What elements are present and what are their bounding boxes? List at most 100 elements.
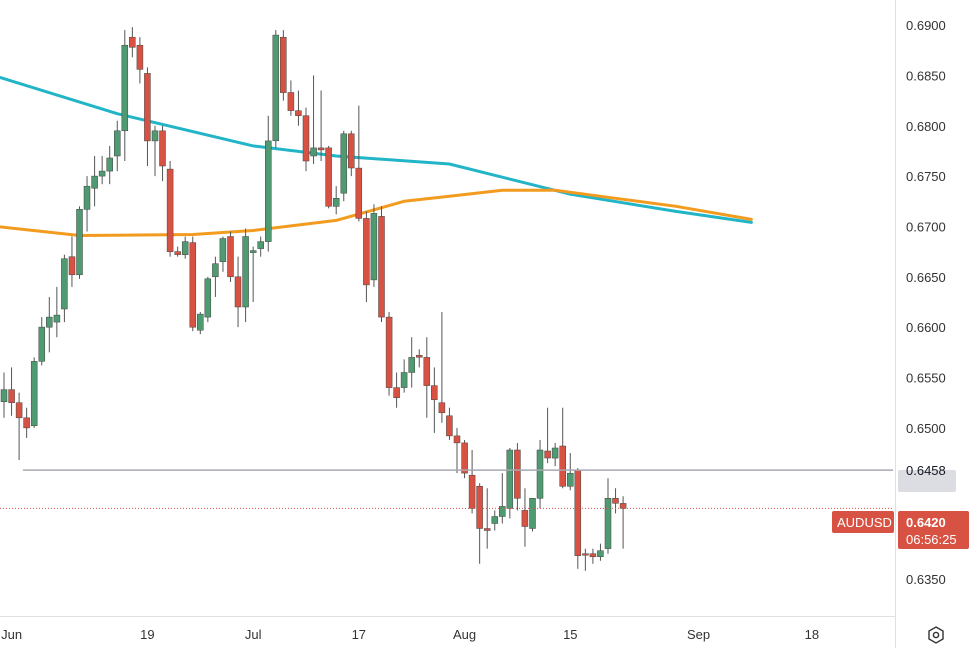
candle — [408, 337, 415, 388]
candle — [61, 254, 68, 323]
candle-body-up — [121, 44, 129, 132]
candle — [468, 449, 476, 514]
candle-body-down — [302, 115, 310, 162]
candle-body-up — [265, 140, 272, 242]
candle-body-up — [332, 198, 340, 207]
candle — [151, 125, 159, 177]
candle — [121, 30, 129, 162]
candle — [499, 473, 506, 524]
candle-body-down — [68, 256, 76, 276]
candle — [219, 236, 227, 272]
moving-average-orange — [0, 188, 753, 237]
candle — [83, 176, 91, 232]
y-tick-label: 0.6350 — [906, 572, 946, 587]
candle — [212, 256, 219, 297]
candle-body-down — [287, 92, 295, 111]
candle — [38, 317, 46, 366]
candle — [204, 276, 212, 323]
candle — [249, 246, 257, 302]
candle-body-up — [597, 550, 604, 557]
candle-body-up — [249, 250, 257, 253]
candle-body-up — [567, 472, 574, 487]
candle-body-up — [197, 313, 204, 331]
candle-body-down — [385, 316, 393, 388]
candle-body-down — [378, 216, 385, 318]
last-price-label: 0.6420 — [906, 515, 946, 530]
candle-body-down — [582, 553, 589, 556]
candle-body-down — [189, 242, 197, 328]
candle — [355, 105, 363, 222]
candle-body-down — [348, 133, 355, 169]
candle — [476, 483, 483, 564]
candle-body-down — [476, 485, 483, 529]
candle — [619, 496, 627, 549]
candle-body-down — [8, 389, 15, 403]
candle — [166, 161, 174, 257]
candle-body-down — [431, 385, 438, 400]
x-tick-label: Aug — [453, 627, 476, 642]
candle — [295, 90, 302, 126]
x-tick-label: Jul — [245, 627, 262, 642]
y-tick-label: 0.6750 — [906, 169, 946, 184]
candle — [521, 488, 529, 547]
candle-body-down — [136, 44, 144, 70]
candle — [536, 439, 544, 509]
candle-body-down — [559, 445, 566, 487]
candle — [597, 543, 604, 561]
candle-body-down — [438, 402, 446, 414]
candle-body-down — [514, 449, 521, 499]
candle-body-up — [242, 236, 249, 308]
candle — [370, 204, 378, 287]
y-tick-label: 0.6900 — [906, 18, 946, 33]
candle — [446, 407, 453, 440]
candle-body-down — [144, 73, 151, 142]
candle — [242, 228, 249, 323]
candle-body-up — [30, 361, 38, 427]
candle — [0, 372, 8, 418]
candle — [317, 90, 325, 162]
candle-body-down — [612, 498, 619, 504]
candle — [461, 439, 468, 479]
candle-body-down — [317, 147, 325, 151]
candle — [136, 37, 144, 84]
candle-body-up — [257, 241, 264, 249]
candle-body-down — [619, 503, 627, 509]
candle-body-down — [325, 147, 332, 207]
candle-body-down — [363, 218, 370, 286]
candle-body-up — [340, 133, 348, 194]
candle — [393, 372, 400, 408]
symbol-tag[interactable] — [832, 511, 894, 533]
level-price-label: 0.6458 — [906, 463, 946, 478]
candle-body-up — [370, 213, 378, 281]
candle-body-up — [551, 447, 559, 459]
candle — [68, 236, 76, 287]
candle-body-up — [98, 170, 106, 177]
candle — [30, 357, 38, 428]
candle — [363, 211, 370, 302]
candle — [416, 349, 423, 368]
candle — [431, 367, 438, 433]
candle — [280, 30, 287, 101]
candle-body-down — [446, 415, 453, 437]
candle — [15, 392, 23, 461]
candle — [287, 80, 295, 116]
candle-body-up — [53, 314, 61, 323]
candle — [197, 312, 204, 335]
candle — [491, 510, 499, 531]
candle-body-up — [204, 278, 212, 318]
candle-body-up — [0, 389, 8, 402]
y-tick-label: 0.6800 — [906, 119, 946, 134]
gear-icon[interactable] — [928, 626, 944, 644]
candle-body-down — [295, 110, 302, 116]
candle — [332, 186, 340, 215]
candle-body-up — [151, 130, 159, 142]
candle — [265, 115, 272, 252]
x-tick-label: 19 — [140, 627, 154, 642]
candle — [506, 447, 514, 519]
candle-body-up — [46, 316, 53, 328]
candle — [453, 427, 461, 474]
candle-body-up — [114, 130, 121, 157]
candle-body-up — [491, 516, 499, 524]
candle-body-down — [423, 357, 431, 386]
